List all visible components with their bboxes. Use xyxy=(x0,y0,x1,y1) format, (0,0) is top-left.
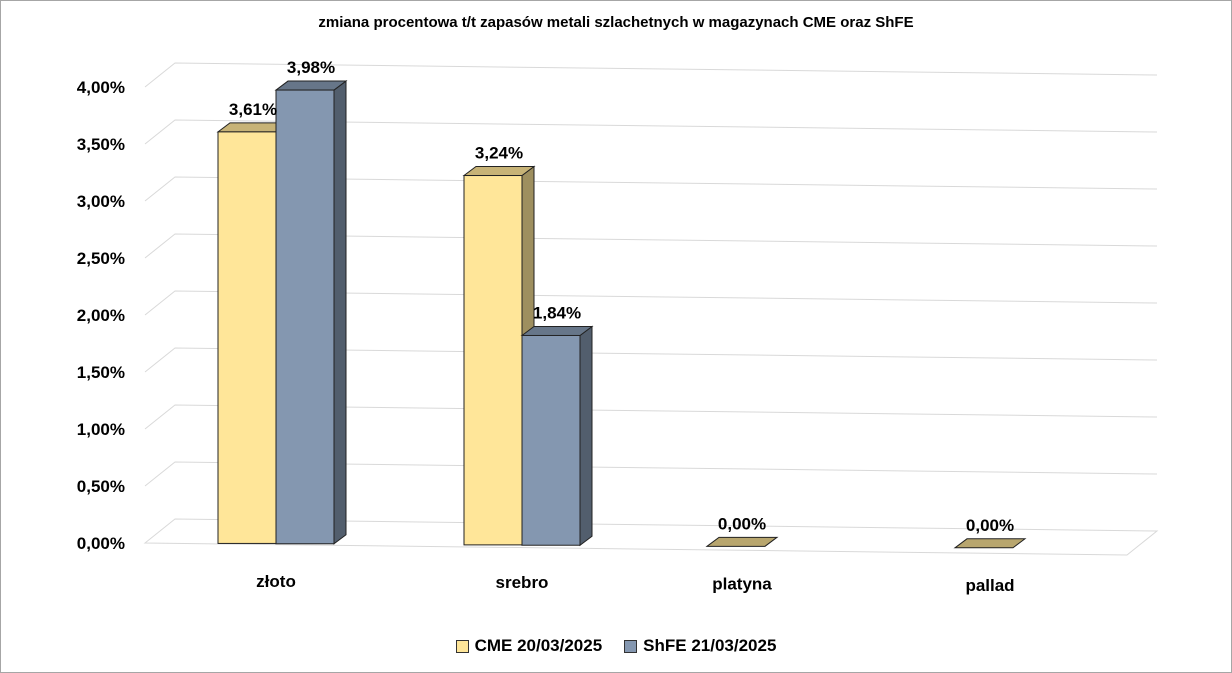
x-category-label: złoto xyxy=(256,572,296,591)
y-tick-label: 3,50% xyxy=(77,135,125,154)
bar-shfe-1 xyxy=(520,325,594,547)
legend-swatch-shfe xyxy=(624,639,638,653)
bar-side xyxy=(333,80,347,545)
gridline xyxy=(144,347,1158,373)
y-tick-label: 2,00% xyxy=(77,306,125,325)
y-tick-label: 1,50% xyxy=(77,363,125,382)
legend-label-cme: CME 20/03/2025 xyxy=(474,636,603,655)
data-label: 3,24% xyxy=(475,144,523,163)
x-category-label: srebro xyxy=(496,573,549,592)
bar-side xyxy=(579,325,593,547)
bar-front xyxy=(275,89,335,545)
y-tick-label: 1,00% xyxy=(77,420,125,439)
legend-item-shfe: ShFE 21/03/2025 xyxy=(624,636,776,656)
y-tick-label: 0,50% xyxy=(77,477,125,496)
data-label: 3,61% xyxy=(229,100,277,119)
floor xyxy=(143,518,1159,556)
y-tick-label: 4,00% xyxy=(77,78,125,97)
y-tick-label: 3,00% xyxy=(77,192,125,211)
gridline xyxy=(144,461,1158,487)
gridline xyxy=(144,233,1158,259)
data-labels: 3,61% 3,98% 3,24% 1,84% 0,00% 0,00% xyxy=(229,58,1014,535)
bar-front xyxy=(217,131,277,544)
x-category-label: pallad xyxy=(965,576,1014,595)
bar-cme-2 xyxy=(705,536,779,547)
legend: CME 20/03/2025 ShFE 21/03/2025 xyxy=(0,636,1232,656)
gridlines xyxy=(143,62,1159,556)
y-tick-label: 0,00% xyxy=(77,534,125,553)
gridline xyxy=(144,404,1158,430)
bar-front xyxy=(521,334,581,546)
bar-cme-3 xyxy=(953,538,1027,549)
bar-front xyxy=(463,175,523,546)
gridline xyxy=(144,176,1158,202)
data-label: 0,00% xyxy=(966,516,1014,535)
data-label: 1,84% xyxy=(533,303,581,322)
data-label: 0,00% xyxy=(718,514,766,533)
gridline xyxy=(144,290,1158,316)
legend-swatch-cme xyxy=(455,639,469,653)
gridline xyxy=(144,119,1158,145)
legend-label-shfe: ShFE 21/03/2025 xyxy=(643,636,777,655)
bar-shfe-0 xyxy=(274,80,348,545)
bar-top xyxy=(274,80,348,91)
legend-item-cme: CME 20/03/2025 xyxy=(455,636,603,656)
bar-flat xyxy=(953,538,1027,549)
bar-flat xyxy=(705,536,779,547)
chart-title: zmiana procentowa t/t zapasów metali szl… xyxy=(318,14,914,31)
gridline xyxy=(144,62,1158,88)
bars xyxy=(216,80,1027,549)
bar-top xyxy=(520,325,594,336)
x-category-label: platyna xyxy=(712,575,772,594)
y-tick-label: 2,50% xyxy=(77,249,125,268)
bar-top xyxy=(462,166,536,177)
data-label: 3,98% xyxy=(287,58,335,77)
